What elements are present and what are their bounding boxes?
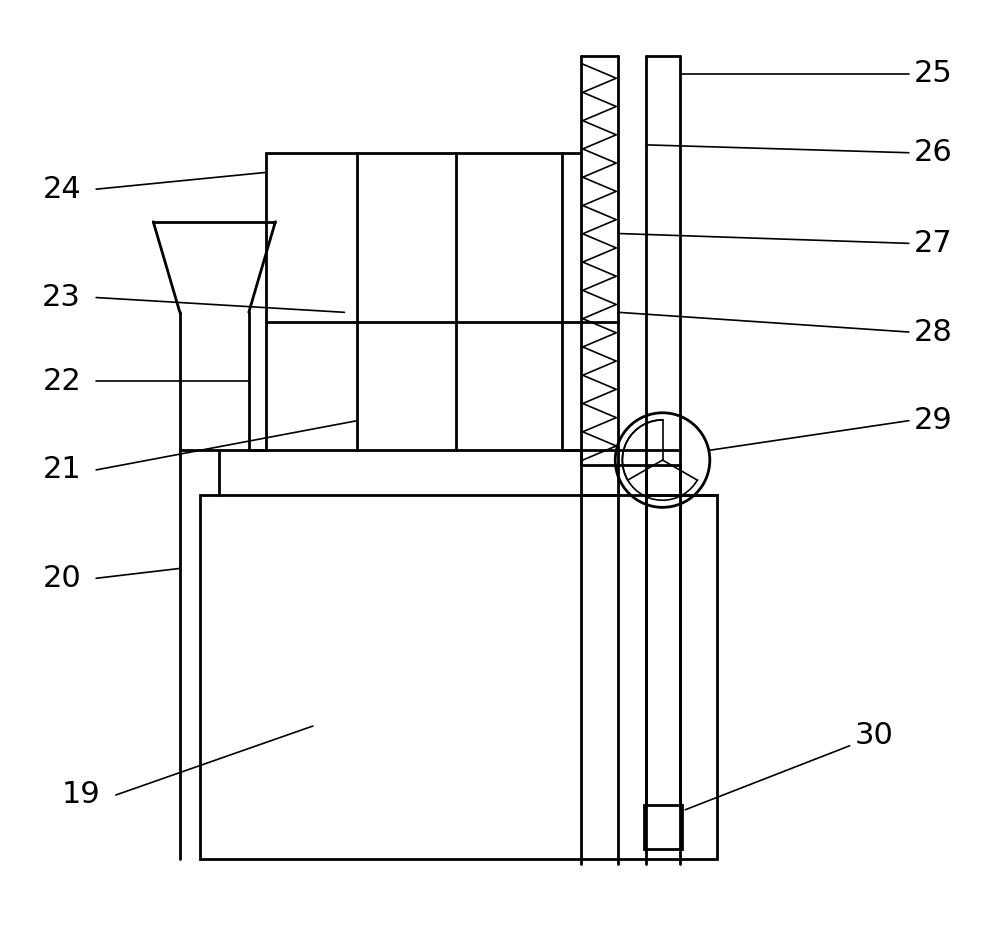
Text: 20: 20	[42, 564, 81, 592]
Text: 23: 23	[42, 283, 81, 312]
Text: 29: 29	[914, 406, 953, 435]
Bar	[644, 804, 682, 849]
Text: 19: 19	[62, 780, 101, 809]
Text: 21: 21	[42, 456, 81, 485]
Text: 26: 26	[914, 139, 953, 167]
Text: 25: 25	[914, 60, 953, 88]
Text: 27: 27	[914, 229, 953, 258]
Text: 30: 30	[855, 722, 894, 751]
Text: 28: 28	[914, 317, 953, 347]
Text: 24: 24	[42, 175, 81, 204]
Text: 22: 22	[42, 366, 81, 396]
Bar	[200, 495, 717, 859]
Bar	[266, 153, 562, 450]
